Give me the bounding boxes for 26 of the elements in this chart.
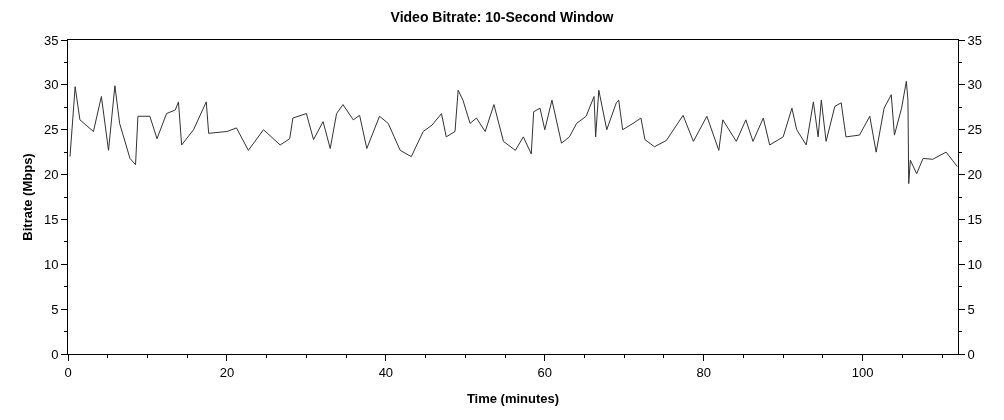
x-axis-title: Time (minutes) — [466, 391, 560, 406]
y2-tick-label: 15 — [967, 211, 983, 227]
y2-tick-label: 20 — [967, 167, 983, 183]
x-tick-label: 80 — [696, 364, 711, 380]
y-tick-label: 5 — [51, 301, 59, 317]
y2-tick-label: 10 — [967, 256, 983, 272]
y2-tick-label: 0 — [967, 346, 975, 362]
y2-tick-label: 35 — [967, 32, 983, 48]
line-series — [69, 80, 958, 185]
x-tick-label: 20 — [219, 364, 235, 380]
x-tick-label: 60 — [537, 364, 553, 380]
y2-tick-label: 30 — [967, 77, 983, 93]
y-tick-label: 35 — [43, 32, 59, 48]
y-axis-title: Bitrate (Mbps) — [20, 153, 35, 241]
y2-tick-label: 25 — [967, 122, 983, 138]
y-tick-label: 25 — [43, 122, 59, 138]
x-tick-label: 40 — [378, 364, 394, 380]
x-tick-label: 0 — [64, 364, 72, 380]
y-tick-label: 10 — [43, 256, 59, 272]
y-tick-label: 30 — [43, 77, 59, 93]
y-tick-label: 20 — [43, 167, 59, 183]
y-tick-label: 15 — [43, 211, 59, 227]
y2-tick-label: 5 — [967, 301, 975, 317]
y-tick-label: 0 — [51, 346, 59, 362]
chart-title: Video Bitrate: 10-Second Window — [390, 9, 614, 26]
x-tick-label: 100 — [851, 364, 874, 380]
